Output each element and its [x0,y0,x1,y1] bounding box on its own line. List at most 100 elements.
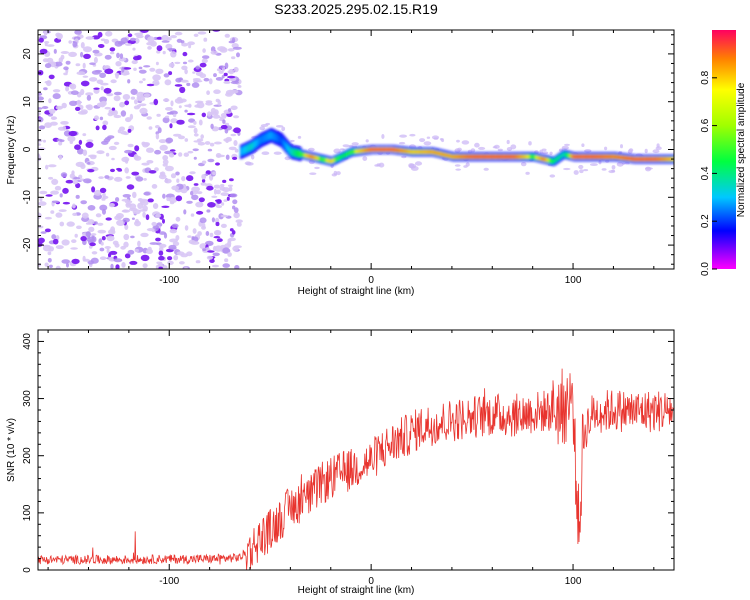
noise-speckle [113,91,122,96]
halo-speckle [510,144,517,150]
ridge-mid [288,145,291,154]
noise-speckle [205,231,210,236]
noise-speckle [62,201,70,205]
noise-speckle [161,205,170,208]
halo-speckle [339,148,345,151]
ridge-core [573,155,576,159]
halo-speckle [549,151,553,155]
noise-speckle [174,61,181,65]
noise-speckle [110,168,115,173]
noise-speckle [155,61,159,66]
halo-speckle [419,138,426,143]
noise-speckle [74,144,81,150]
noise-speckle [228,108,232,113]
noise-speckle [75,194,80,199]
ridge-mid [339,155,342,160]
noise-speckle [221,75,225,79]
noise-speckle [121,262,126,268]
colorbar-tick-label: 0.0 [700,262,711,276]
noise-speckle [100,241,104,246]
noise-speckle [105,152,110,157]
noise-speckle [224,122,230,126]
ridge-core [477,155,480,159]
noise-speckle [131,60,138,65]
noise-speckle [227,184,233,187]
ridge-mid [562,152,565,158]
noise-speckle [170,118,178,124]
noise-speckle [143,65,151,68]
noise-speckle [226,196,230,201]
halo-speckle [506,139,510,145]
ridge-core [424,150,427,154]
noise-speckle [201,58,208,64]
noise-speckle [92,49,100,54]
noise-speckle [186,175,194,182]
noise-speckle [38,116,44,123]
noise-speckle [69,100,78,107]
noise-speckle [186,200,193,204]
noise-speckle [216,154,225,158]
halo-speckle [401,155,407,159]
noise-speckle [58,209,67,213]
ridge-mid [243,146,246,154]
noise-speckle [76,225,82,230]
noise-speckle [124,167,129,174]
noise-speckle [175,171,180,176]
noise-speckle [162,193,166,199]
noise-speckle [80,200,87,205]
noise-speckle [165,43,173,50]
noise-speckle [63,72,68,76]
noise-speckle [184,68,188,75]
noise-speckle [223,80,231,84]
noise-speckle [215,230,221,236]
halo-speckle [275,125,284,128]
noise-speckle [224,62,229,69]
halo-speckle [365,139,369,143]
halo-speckle [579,169,584,174]
x-tick-label: 0 [368,576,374,587]
noise-speckle [211,217,215,223]
noise-speckle [233,140,238,146]
noise-speckle [105,31,113,37]
noise-speckle [167,260,174,265]
noise-speckle [99,204,108,211]
noise-speckle [66,262,69,268]
ridge-core [392,148,395,152]
noise-speckle [138,209,148,212]
ridge-core [357,149,360,153]
ridge-core [667,157,670,161]
ridge-core [519,155,523,159]
halo-speckle [456,139,460,143]
noise-speckle [184,104,192,108]
noise-speckle [58,155,63,160]
ridge-core [370,147,374,152]
noise-speckle [198,197,205,203]
ridge-mid [285,142,289,151]
noise-speckle [44,262,49,267]
ridge-core [361,149,364,153]
noise-speckle [175,216,181,222]
noise-speckle [148,126,153,130]
noise-speckle [193,120,197,125]
noise-speckle [168,152,175,158]
ridge-core [474,155,478,159]
halo-speckle [497,148,503,152]
noise-speckle [102,124,107,131]
noise-speckle [72,212,78,216]
noise-speckle [223,199,228,202]
halo-speckle [520,162,527,167]
noise-speckle [157,127,162,134]
halo-speckle [348,144,354,148]
noise-speckle [103,65,109,70]
noise-speckle [159,261,163,267]
halo-speckle [483,167,489,171]
ridge-core [604,155,607,159]
noise-speckle [228,40,235,44]
halo-speckle [583,169,589,172]
halo-speckle [463,165,468,168]
noise-speckle [134,248,139,253]
noise-speckle [192,78,201,81]
noise-speckle [114,243,120,248]
y-tick-label: 20 [22,48,33,60]
noise-speckle [38,263,42,267]
